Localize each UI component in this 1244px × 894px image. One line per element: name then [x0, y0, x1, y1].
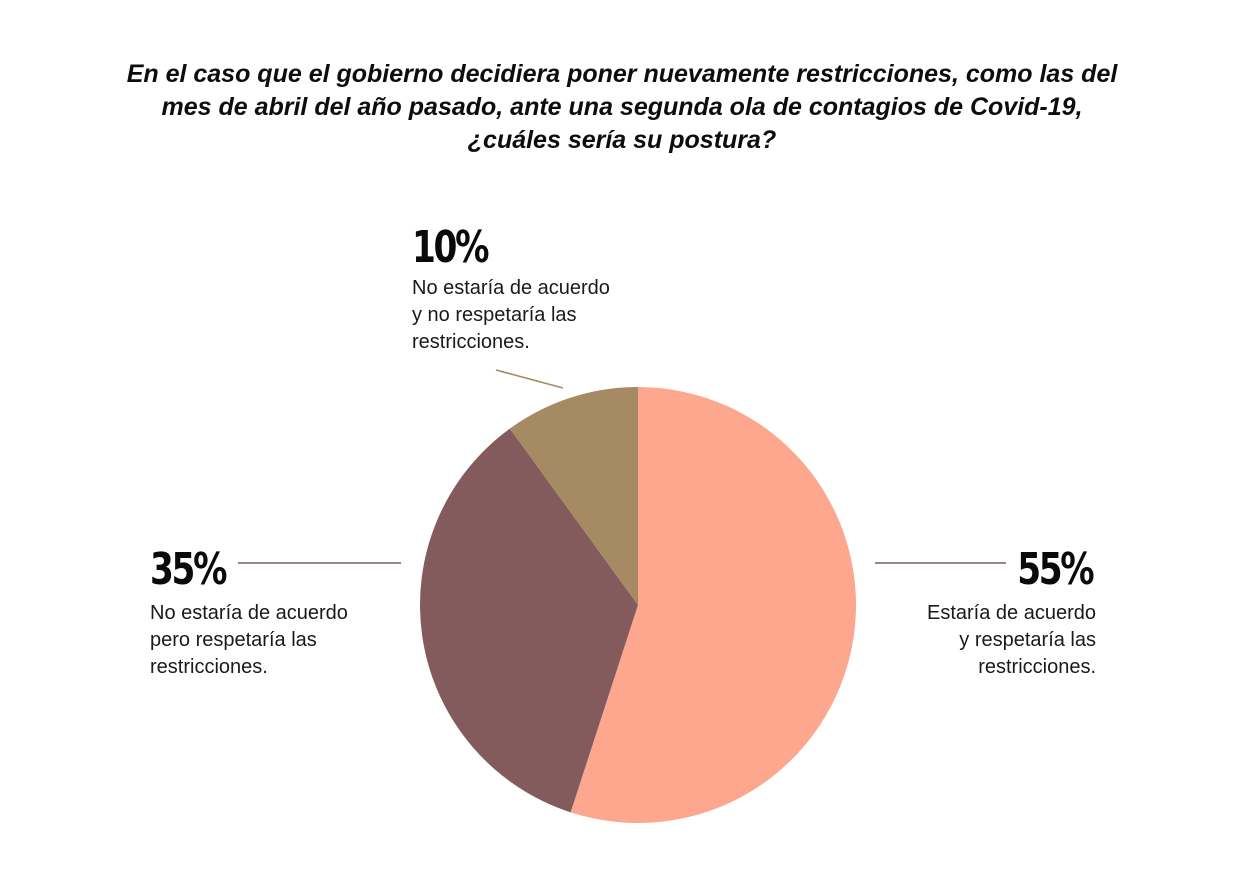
- pie-slice-35: [420, 428, 638, 813]
- slice-desc-10-line-2: y no respetaría las: [412, 304, 577, 326]
- chart-title-line-1: En el caso que el gobierno decidiera pon…: [126, 60, 1118, 88]
- pie-slice-55: [570, 387, 857, 823]
- pie-slice-10: [509, 387, 638, 605]
- slice-label-description-55: Estaría de acuerdo y respetaría las rest…: [927, 600, 1096, 681]
- slice-desc-35-line-1: No estaría de acuerdo: [150, 602, 348, 624]
- slice-desc-10-line-3: restricciones.: [412, 331, 530, 353]
- slice-desc-55-line-1: Estaría de acuerdo: [927, 602, 1096, 624]
- slice-label-percent-55: 55%: [1016, 544, 1094, 595]
- slice-desc-55-line-2: y respetaría las: [959, 629, 1096, 651]
- slice-label-description-35: No estaría de acuerdo pero respetaría la…: [150, 600, 348, 681]
- chart-title: En el caso que el gobierno decidiera pon…: [100, 58, 1144, 157]
- slice-label-percent-35: 35%: [150, 544, 227, 595]
- leader-line-10: [495, 369, 564, 389]
- slice-label-description-10: No estaría de acuerdo y no respetaría la…: [412, 275, 610, 356]
- chart-title-line-2: mes de abril del año pasado, ante una se…: [161, 93, 1083, 121]
- slice-label-percent-10: 10%: [412, 222, 489, 273]
- slice-desc-55-line-3: restricciones.: [978, 656, 1096, 678]
- slice-desc-35-line-2: pero respetaría las: [150, 629, 317, 651]
- slice-desc-35-line-3: restricciones.: [150, 656, 268, 678]
- chart-title-line-3: ¿cuáles sería su postura?: [467, 126, 777, 154]
- slice-desc-10-line-1: No estaría de acuerdo: [412, 277, 610, 299]
